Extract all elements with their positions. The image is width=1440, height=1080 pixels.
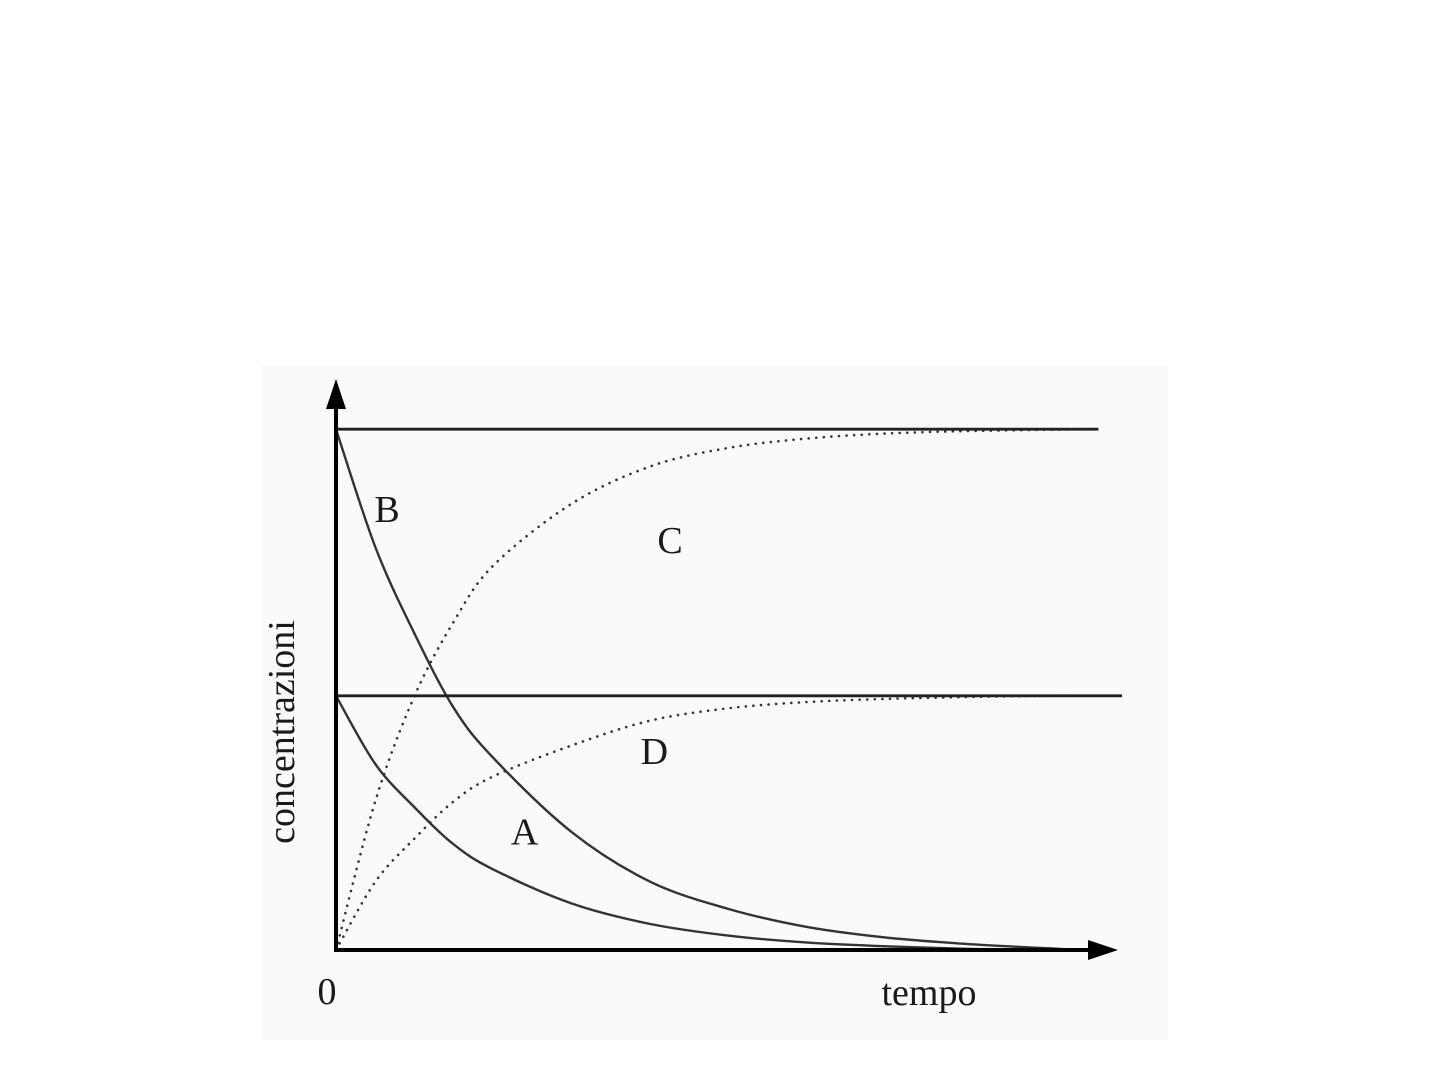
x-axis-arrowhead xyxy=(1088,940,1118,960)
curve-label-a: A xyxy=(511,812,539,854)
curve-label-d: D xyxy=(641,731,668,773)
label-layer: 0 tempo concentrazioni B C D A xyxy=(261,489,976,1014)
x-axis-label: tempo xyxy=(882,972,977,1014)
series-d-curve xyxy=(334,694,1084,952)
series-a-curve xyxy=(334,695,1083,952)
curve-label-b: B xyxy=(374,489,399,531)
axes-layer xyxy=(326,379,1118,960)
curve-label-c: C xyxy=(657,520,682,562)
y-axis-arrowhead xyxy=(326,379,346,409)
series-c-curve xyxy=(334,427,1084,952)
series-layer xyxy=(334,427,1122,952)
series-b-curve xyxy=(334,428,1083,952)
y-axis-label: concentrazioni xyxy=(261,620,303,844)
chart-panel xyxy=(262,366,1168,1040)
x-tick-label-zero: 0 xyxy=(318,971,337,1013)
